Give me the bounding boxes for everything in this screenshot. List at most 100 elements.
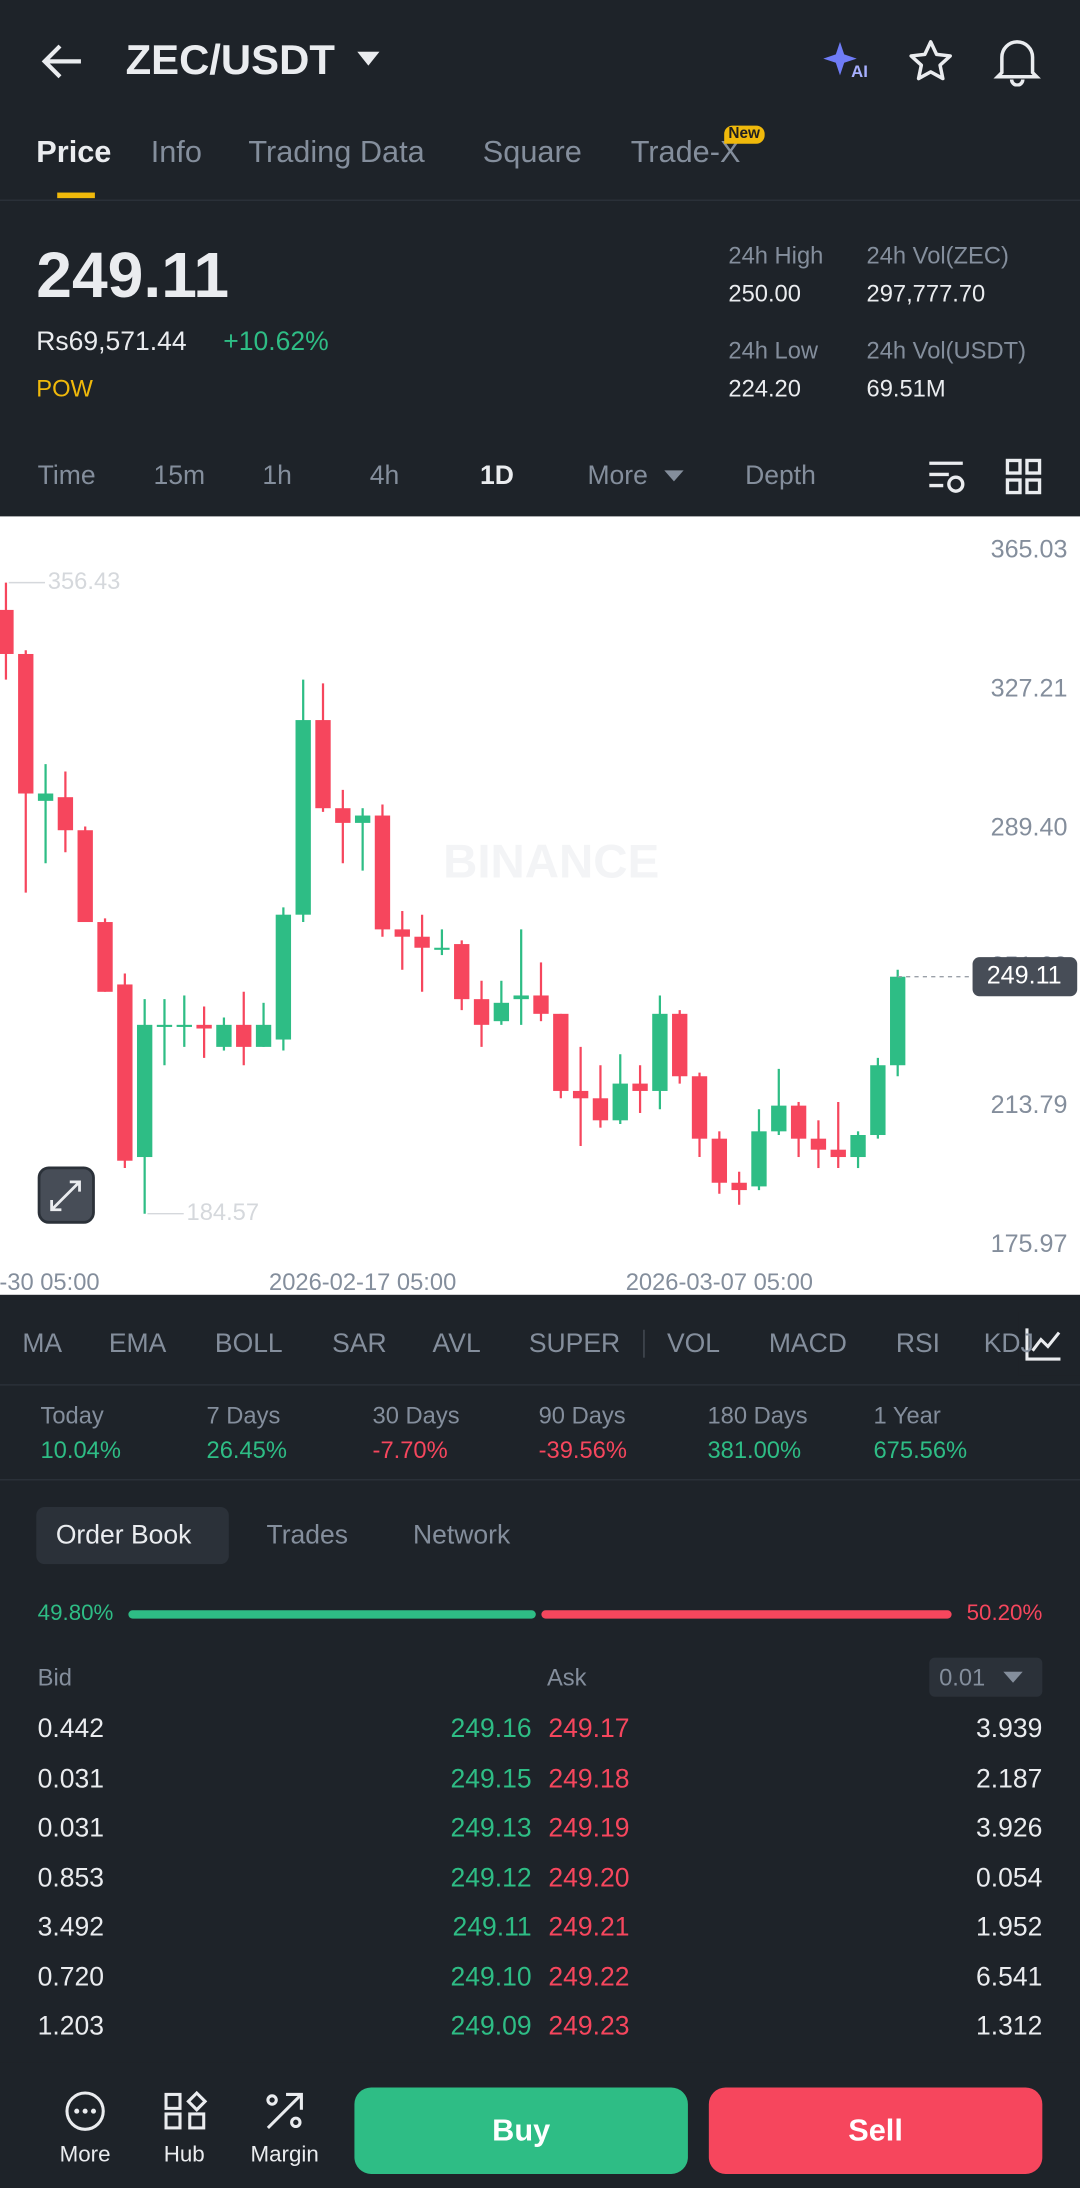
candle-body [553,1013,569,1091]
candle-body [612,1083,628,1121]
stat-value: 250.00 [728,280,801,307]
indicator[interactable]: SAR [332,1329,387,1360]
tab[interactable]: Price [36,133,112,169]
interval[interactable]: 4h [369,461,400,492]
stat-label: 24h Low [728,337,819,365]
ask-qty: 1.952 [975,1913,1043,1943]
y-tick-label: 213.79 [991,1091,1068,1119]
ask-price: 249.20 [548,1863,630,1893]
indicator[interactable]: KDJ [983,1329,1034,1360]
pair-title[interactable]: ZEC/USDT [125,37,335,84]
settings-icon[interactable] [927,458,966,497]
ask-price: 249.21 [548,1913,630,1943]
indicator[interactable]: AVL [432,1329,481,1360]
bid-qty: 1.203 [37,2012,105,2042]
tab[interactable]: Trading Data [248,133,425,169]
back-button[interactable] [39,42,84,81]
indicator[interactable]: SUPER [528,1329,621,1360]
period-value: -7.70% [372,1437,448,1464]
period-value: 675.56% [873,1437,968,1464]
layout-icon[interactable] [1005,458,1044,497]
orderbook-tab[interactable]: Order Book [55,1520,192,1551]
bid-qty: 0.442 [37,1714,105,1745]
indicator-icon[interactable] [1024,1326,1063,1362]
interval[interactable]: 1h [262,461,292,492]
interval[interactable]: More [587,461,648,492]
nav-icons [0,2086,363,2136]
precision[interactable]: 0.01 [939,1664,986,1692]
period-value: 10.04% [40,1437,121,1464]
y-tick-label: 327.21 [991,675,1068,703]
candle-body [473,999,490,1025]
interval[interactable]: 15m [153,461,206,492]
chart-bg [0,516,1080,1295]
dropdown-icon [357,51,380,66]
tab[interactable]: Square [482,133,582,169]
candle-body [136,1024,153,1158]
candle-body [236,1024,252,1047]
candle-body [810,1138,827,1150]
indicator[interactable]: BOLL [214,1329,283,1360]
nav-label[interactable]: More [59,2143,111,2167]
tab[interactable]: Info [150,133,202,169]
x-tick-label: 2026-03-07 05:00 [626,1270,813,1295]
favorite-icon[interactable] [907,38,954,85]
candle-body [751,1131,767,1187]
alert-icon[interactable] [993,36,1041,87]
candle-body [97,922,113,992]
high-marker-label: 356.43 [48,569,121,595]
candle-body [890,976,906,1066]
separator [643,1329,645,1358]
nav-label[interactable]: Hub [163,2143,205,2167]
bid-price: 249.11 [452,1913,532,1943]
candle-body [354,815,371,823]
bid-price: 249.09 [450,2012,532,2042]
stat-value: 297,777.70 [866,280,986,307]
more-dropdown-icon [664,470,684,482]
interval[interactable]: Time [37,461,96,492]
active-tab-indicator [57,192,95,199]
orderbook-tab[interactable]: Trades [266,1520,349,1551]
period-label: 30 Days [372,1402,460,1429]
tab[interactable]: Trade-X [630,133,741,169]
bid-qty: 3.492 [37,1913,105,1943]
fiat-price: Rs69,571.44 [36,327,187,358]
candlestick-chart: BINANCE365.03327.21289.40251.60213.79175… [0,516,1080,1295]
indicator[interactable]: EMA [108,1329,167,1360]
ask-qty: 0.054 [975,1863,1043,1893]
orderbook-tab[interactable]: Network [413,1520,511,1551]
candle-body [77,830,93,923]
indicator[interactable]: MA [22,1329,63,1360]
candle-body [711,1138,728,1183]
active-tab-chip [36,1506,229,1565]
buy-button[interactable]: Buy [354,2087,688,2174]
interval[interactable]: 1D [480,461,514,492]
price-change: +10.62% [223,327,329,358]
candle-body [513,995,529,1000]
precision-chip[interactable] [929,1657,1043,1697]
candle-body [790,1105,807,1139]
bid-ratio-label: 49.80% [37,1601,114,1626]
candle-body [37,793,54,801]
bid-price: 249.16 [450,1714,532,1745]
candle-body [632,1083,648,1091]
candle-body [493,1002,510,1022]
ai-icon[interactable]: AI [820,39,870,84]
indicator[interactable]: MACD [768,1329,847,1360]
nav-label[interactable]: Margin [250,2143,319,2167]
candle-body [592,1098,609,1121]
interval[interactable]: Depth [745,461,816,492]
indicator[interactable]: VOL [666,1329,721,1360]
period-label: Today [40,1402,104,1429]
y-tick-label: 175.97 [991,1230,1068,1258]
stat-value: 224.20 [728,375,801,402]
candle-body [414,936,430,948]
ask-qty: 1.312 [975,2012,1043,2042]
sell-button[interactable]: Sell [708,2087,1043,2174]
divider [0,199,1080,201]
ask-price: 249.23 [548,2012,630,2042]
candle-body [0,609,14,654]
low-marker-label: 184.57 [187,1200,260,1226]
indicator[interactable]: RSI [895,1329,941,1360]
candle-body [771,1105,787,1132]
